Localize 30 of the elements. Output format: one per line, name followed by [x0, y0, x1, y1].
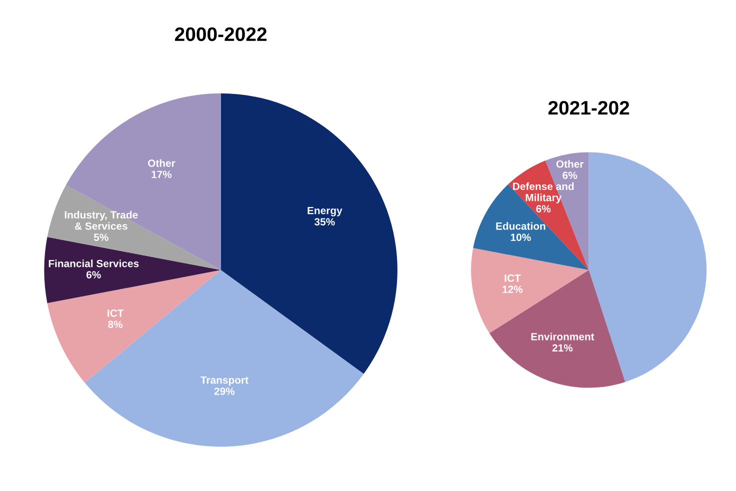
data-label: 8% — [108, 320, 123, 328]
pie-slice — [220, 93, 398, 374]
slice-label: Defense and Military — [513, 182, 574, 204]
data-label: 10% — [510, 234, 531, 242]
slice-label: Energy — [308, 206, 342, 216]
chart-title: 2000-2022 — [174, 27, 267, 42]
data-label: 21% — [552, 344, 573, 352]
data-label: 6% — [536, 205, 551, 212]
pie-slice — [47, 184, 221, 270]
slice-label: Education — [496, 222, 546, 230]
data-label: 17% — [152, 170, 172, 178]
data-label: 35% — [314, 218, 335, 226]
chart-title: 2021-202 — [548, 100, 630, 115]
slice-label: ICT — [504, 274, 521, 282]
slice-label: Other — [556, 160, 584, 168]
pie-slice — [489, 270, 626, 388]
slice-label: Other — [148, 159, 176, 167]
data-label: 12% — [502, 286, 523, 293]
data-label: 6% — [86, 271, 101, 278]
data-label: 29% — [214, 388, 235, 395]
slice-label: Transport — [200, 376, 248, 386]
slice-label: Financial Services — [48, 260, 139, 268]
slice-label: ICT — [108, 310, 124, 317]
pie-slice — [84, 270, 364, 447]
slice-label: Environment — [531, 332, 594, 340]
data-label: 5% — [94, 234, 108, 241]
slice-label: Industry, Trade & Services — [64, 210, 138, 230]
data-label: 6% — [562, 172, 578, 179]
pie-slice — [473, 184, 589, 270]
pie-slice — [471, 248, 589, 334]
